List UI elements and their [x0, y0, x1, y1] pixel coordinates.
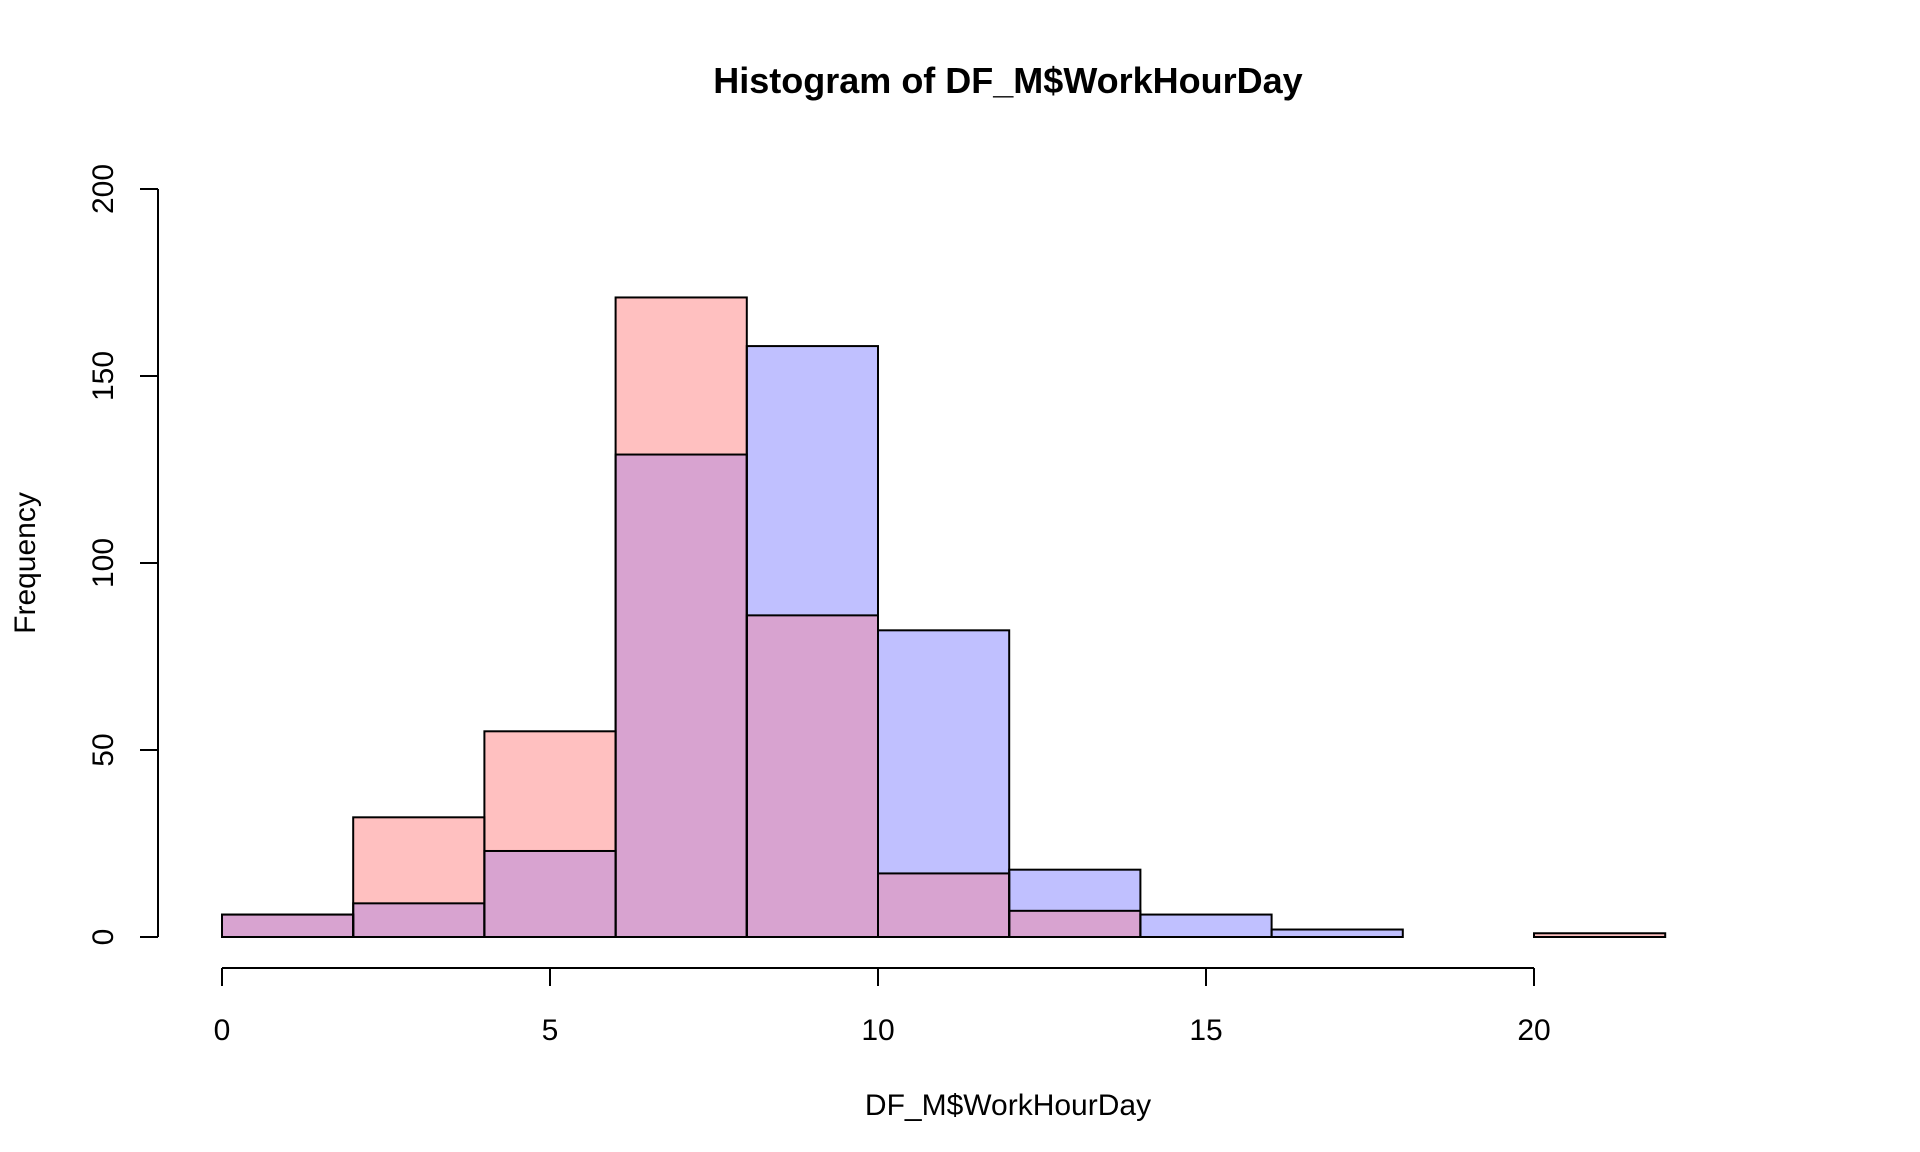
series-2-bar-outline: [1008, 868, 1142, 938]
bar-nonoverlap: [353, 817, 485, 904]
x-tick-label: 0: [214, 1014, 231, 1047]
x-axis-label: DF_M$WorkHourDay: [865, 1089, 1151, 1122]
series-1-bar-outline: [1533, 932, 1667, 939]
y-tick-label: 100: [87, 538, 120, 588]
bar-nonoverlap: [615, 297, 747, 455]
bar-nonoverlap: [1271, 929, 1403, 937]
bar-nonoverlap: [878, 630, 1010, 874]
x-tick-label: 15: [1189, 1014, 1222, 1047]
bar-nonoverlap: [1009, 869, 1141, 911]
bar-overlap: [615, 454, 747, 937]
x-axis: 0 5 10 15 20: [214, 967, 1551, 1047]
series-2-bar-outline: [1270, 928, 1404, 939]
bar-nonoverlap: [484, 731, 616, 851]
x-tick-label: 10: [861, 1014, 894, 1047]
series-2-bar-outline: [877, 629, 1011, 938]
x-tick-label: 20: [1517, 1014, 1550, 1047]
bar-overlap: [878, 873, 1010, 937]
bar-overlap: [484, 850, 616, 937]
y-axis: 0 50 100 150 200: [87, 164, 159, 946]
bar-overlap: [353, 903, 485, 937]
y-tick-label: 0: [87, 929, 120, 946]
bars-layer: [221, 296, 1667, 939]
bar-nonoverlap: [1534, 933, 1666, 937]
y-tick-label: 50: [87, 733, 120, 766]
series-2-bar-outline: [1139, 913, 1273, 938]
y-axis-label: Frequency: [9, 492, 42, 634]
bar-overlap: [746, 615, 878, 937]
bar-nonoverlap: [1140, 914, 1272, 937]
y-tick-label: 200: [87, 164, 120, 214]
x-tick-label: 5: [542, 1014, 559, 1047]
chart-title: Histogram of DF_M$WorkHourDay: [713, 60, 1302, 101]
bar-overlap: [1009, 910, 1141, 937]
y-tick-label: 150: [87, 351, 120, 401]
bar-overlap: [222, 914, 354, 937]
bar-nonoverlap: [746, 346, 878, 616]
